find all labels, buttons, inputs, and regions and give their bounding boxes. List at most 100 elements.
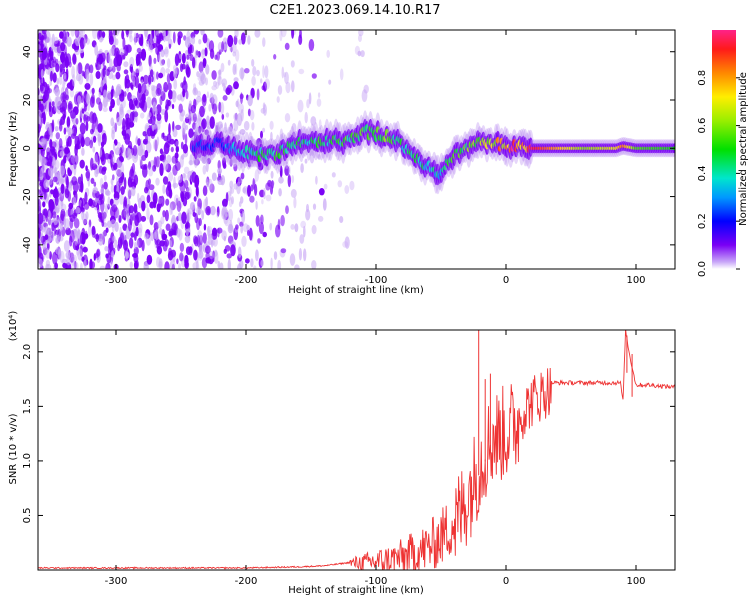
noise-mark bbox=[167, 99, 171, 107]
noise-mark bbox=[216, 206, 220, 217]
noise-mark bbox=[46, 161, 51, 167]
noise-mark bbox=[94, 252, 99, 259]
noise-mark bbox=[74, 135, 80, 148]
noise-mark bbox=[92, 135, 97, 143]
noise-mark bbox=[69, 217, 74, 229]
noise-mark bbox=[114, 147, 121, 156]
noise-mark bbox=[119, 194, 124, 205]
noise-mark bbox=[141, 239, 145, 252]
noise-mark bbox=[149, 33, 153, 45]
noise-mark bbox=[202, 165, 207, 175]
noise-mark bbox=[222, 95, 228, 101]
noise-mark bbox=[72, 212, 78, 219]
noise-mark bbox=[83, 113, 86, 124]
noise-mark bbox=[328, 79, 332, 85]
noise-mark bbox=[304, 111, 308, 124]
noise-mark bbox=[285, 81, 291, 94]
noise-mark bbox=[349, 180, 355, 191]
noise-mark bbox=[265, 182, 271, 191]
noise-mark bbox=[273, 54, 277, 60]
noise-mark bbox=[200, 30, 205, 36]
noise-mark bbox=[114, 162, 118, 170]
noise-mark bbox=[192, 212, 197, 217]
noise-mark bbox=[89, 73, 94, 86]
noise-mark bbox=[182, 127, 185, 141]
noise-mark bbox=[63, 146, 70, 155]
noise-mark bbox=[182, 120, 186, 133]
noise-mark bbox=[276, 96, 280, 103]
noise-mark bbox=[170, 146, 174, 153]
noise-mark bbox=[149, 44, 154, 53]
noise-mark bbox=[116, 141, 121, 149]
noise-mark bbox=[60, 183, 65, 194]
noise-mark bbox=[109, 48, 115, 56]
noise-mark bbox=[127, 186, 133, 197]
noise-mark bbox=[120, 171, 125, 181]
noise-mark bbox=[79, 159, 85, 169]
noise-mark bbox=[257, 238, 261, 244]
noise-mark bbox=[59, 223, 64, 231]
noise-mark bbox=[227, 59, 231, 66]
noise-mark bbox=[42, 94, 46, 104]
noise-mark bbox=[130, 63, 134, 74]
noise-mark bbox=[161, 233, 168, 241]
noise-mark bbox=[264, 65, 269, 79]
noise-mark bbox=[122, 37, 126, 50]
noise-mark bbox=[68, 202, 74, 210]
noise-mark bbox=[128, 237, 134, 249]
noise-mark bbox=[182, 143, 188, 154]
noise-mark bbox=[260, 130, 263, 139]
noise-mark bbox=[38, 199, 42, 212]
noise-mark bbox=[225, 112, 230, 118]
noise-mark bbox=[279, 165, 283, 178]
noise-mark bbox=[223, 248, 227, 254]
noise-mark bbox=[74, 49, 80, 56]
noise-mark bbox=[208, 103, 212, 112]
noise-mark bbox=[141, 82, 147, 94]
noise-mark bbox=[247, 184, 251, 197]
noise-mark bbox=[280, 30, 287, 38]
noise-mark bbox=[73, 228, 78, 237]
noise-mark bbox=[114, 47, 120, 59]
noise-mark bbox=[114, 38, 119, 46]
noise-mark bbox=[79, 122, 86, 135]
noise-mark bbox=[49, 251, 52, 260]
noise-mark bbox=[59, 31, 64, 39]
noise-mark bbox=[145, 133, 148, 145]
noise-mark bbox=[269, 120, 274, 130]
noise-mark bbox=[54, 262, 58, 269]
colorbar-gradient bbox=[712, 30, 736, 269]
noise-mark bbox=[52, 56, 57, 64]
noise-mark bbox=[227, 34, 234, 48]
noise-mark bbox=[228, 224, 234, 232]
noise-mark bbox=[240, 225, 244, 234]
noise-mark bbox=[166, 73, 171, 84]
noise-mark bbox=[202, 232, 207, 244]
noise-mark bbox=[178, 103, 183, 114]
noise-mark bbox=[201, 156, 207, 165]
noise-mark bbox=[145, 234, 151, 246]
noise-mark bbox=[61, 258, 68, 264]
noise-mark bbox=[84, 136, 91, 147]
noise-mark bbox=[102, 210, 107, 223]
noise-mark bbox=[63, 72, 67, 80]
noise-mark bbox=[221, 113, 225, 120]
noise-mark bbox=[89, 64, 94, 74]
noise-mark bbox=[344, 236, 350, 249]
noise-mark bbox=[120, 186, 125, 195]
noise-mark bbox=[206, 91, 210, 99]
noise-mark bbox=[123, 147, 127, 159]
noise-mark bbox=[254, 30, 261, 38]
noise-mark bbox=[185, 64, 190, 76]
noise-mark bbox=[247, 94, 253, 107]
noise-mark bbox=[123, 177, 127, 190]
noise-mark bbox=[66, 116, 71, 129]
noise-mark bbox=[72, 180, 79, 193]
noise-mark bbox=[300, 163, 304, 174]
noise-mark bbox=[114, 92, 119, 99]
noise-mark bbox=[113, 143, 116, 151]
noise-mark bbox=[131, 162, 136, 174]
noise-mark bbox=[235, 224, 239, 230]
noise-mark bbox=[155, 88, 162, 97]
noise-mark bbox=[55, 132, 60, 140]
